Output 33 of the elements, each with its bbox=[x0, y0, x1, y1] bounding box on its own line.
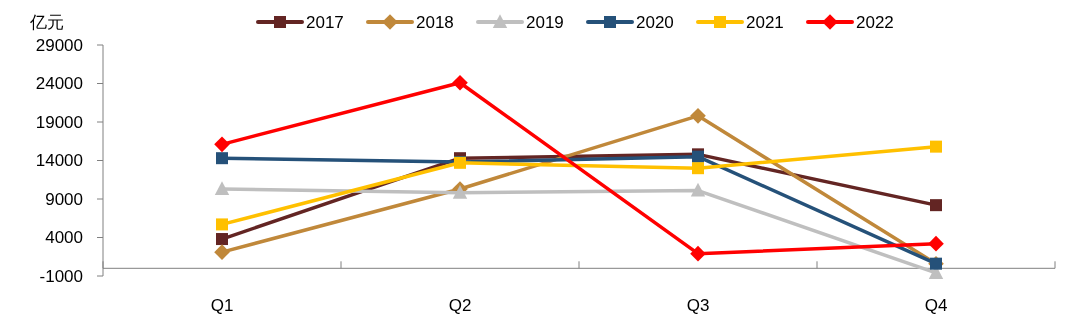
point bbox=[214, 181, 230, 195]
y-axis-title: 亿元 bbox=[29, 12, 64, 32]
x-tick-label: Q4 bbox=[924, 296, 948, 315]
legend-label: 2020 bbox=[636, 12, 674, 32]
point bbox=[690, 108, 706, 124]
y-tick-label: 4000 bbox=[45, 228, 83, 248]
legend-label: 2019 bbox=[526, 12, 564, 32]
point bbox=[930, 199, 942, 212]
y-tick-label: 14000 bbox=[35, 151, 83, 171]
y-tick-label: -1000 bbox=[39, 266, 83, 286]
x-tick-label: Q1 bbox=[210, 296, 234, 315]
legend-label: 2017 bbox=[306, 12, 344, 32]
x-tick-label: Q2 bbox=[448, 296, 472, 315]
x-tick-label: Q3 bbox=[686, 296, 710, 315]
legend-label: 2022 bbox=[856, 12, 894, 32]
point bbox=[452, 185, 468, 199]
point bbox=[690, 245, 706, 262]
point bbox=[452, 74, 468, 91]
point bbox=[690, 182, 706, 197]
y-tick-label: 9000 bbox=[45, 189, 83, 209]
point bbox=[216, 233, 228, 246]
y-tick-label: 29000 bbox=[35, 35, 83, 55]
point bbox=[928, 235, 944, 252]
point bbox=[214, 136, 230, 153]
y-tick-label: 24000 bbox=[35, 74, 83, 94]
point bbox=[216, 152, 228, 165]
legend-label: 2018 bbox=[416, 12, 454, 32]
point bbox=[930, 140, 942, 153]
y-tick-label: 19000 bbox=[35, 112, 83, 132]
point bbox=[214, 244, 230, 260]
point bbox=[216, 218, 228, 231]
point bbox=[692, 162, 704, 175]
legend-label: 2021 bbox=[746, 12, 784, 32]
